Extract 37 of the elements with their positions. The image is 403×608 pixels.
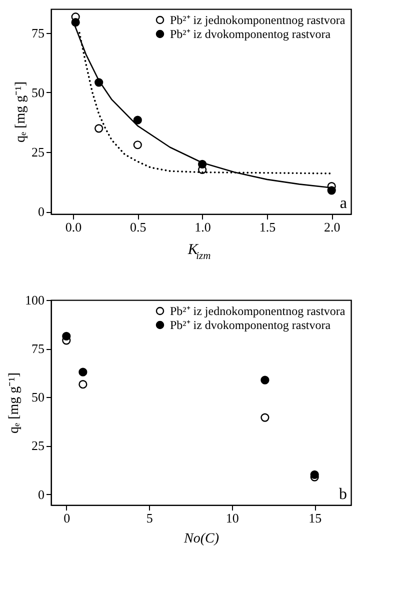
y-tick-label: 50 <box>32 84 44 100</box>
y-tick-label: 50 <box>32 390 44 405</box>
point <box>260 376 270 384</box>
point <box>94 124 104 133</box>
legend-label: Pb²⁺ iz dvokomponentog rastvora <box>170 27 332 41</box>
y-tick-label: 75 <box>32 341 44 356</box>
y-axis-title: qₑ [mg g⁻¹] <box>7 372 22 434</box>
x-tick-label: 1.5 <box>259 220 276 234</box>
x-axis-title: No(C) <box>183 532 220 546</box>
annotation: b <box>339 486 347 503</box>
x-tick-label: 2.0 <box>324 220 340 234</box>
x-tick-label: 1.0 <box>194 220 211 234</box>
point <box>78 380 88 389</box>
point <box>78 368 88 376</box>
legend-label: Pb²⁺ iz jednokomponentnog rastvora <box>170 304 346 318</box>
x-tick-label: 15 <box>308 510 322 526</box>
point <box>327 186 336 195</box>
annotation: a <box>340 195 347 212</box>
point <box>133 140 142 150</box>
legend-label: Pb²⁺ iz jednokomponentnog rastvora <box>170 13 346 27</box>
y-axis-title: qₑ [mg g⁻¹] <box>14 82 28 142</box>
legend-label: Pb²⁺ iz dvokomponentog rastvora <box>170 318 332 332</box>
x-tick-label: 0.5 <box>130 220 146 234</box>
x-tick-label: 5 <box>146 510 153 526</box>
y-tick-label: 75 <box>32 25 44 40</box>
y-tick-label: 25 <box>32 438 44 454</box>
point <box>133 116 142 124</box>
y-tick-label: 100 <box>25 292 44 308</box>
y-tick-label: 25 <box>32 144 44 160</box>
x-tick-label: 0 <box>64 510 70 526</box>
x-tick-label: 0.0 <box>65 220 82 234</box>
y-tick-label: 0 <box>38 204 44 220</box>
point <box>260 413 270 422</box>
x-tick-label: 10 <box>226 510 239 526</box>
point <box>62 332 71 340</box>
point <box>310 470 319 479</box>
y-tick-label: 0 <box>38 486 44 502</box>
